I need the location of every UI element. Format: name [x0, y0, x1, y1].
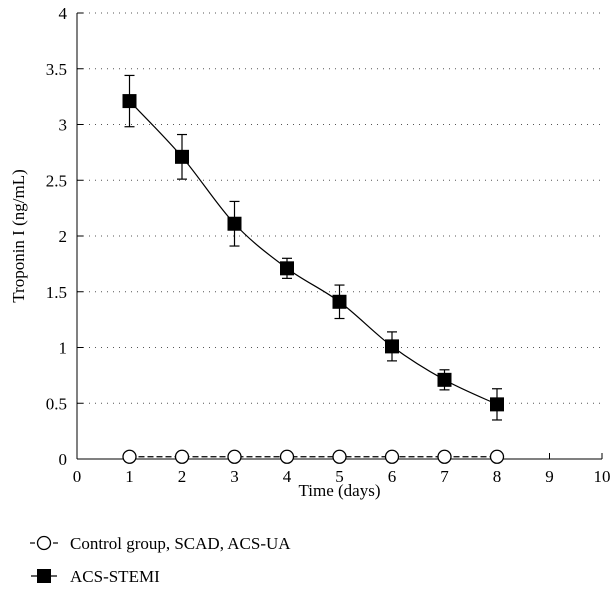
data-point-circle — [437, 449, 452, 464]
x-tick-label: 3 — [230, 467, 239, 486]
legend-label: Control group, SCAD, ACS-UA — [70, 534, 291, 553]
x-tick-label: 1 — [125, 467, 134, 486]
data-series — [122, 74, 505, 464]
data-point-square — [385, 339, 399, 354]
x-tick-label: 10 — [594, 467, 611, 486]
series-control-group — [122, 449, 505, 464]
grid-lines — [77, 12, 602, 404]
data-point-square — [437, 372, 452, 387]
data-point-circle — [227, 449, 242, 464]
data-point-circle — [174, 449, 190, 464]
axis-ticks: 0 0.5 1 1.5 2 2.5 3 3.5 4 0 1 2 3 4 5 6 7 8 9 10 — [46, 4, 611, 486]
x-axis-title: Time (days) — [298, 481, 380, 500]
y-tick-label: 1 — [59, 339, 68, 358]
x-tick-label: 4 — [283, 467, 292, 486]
legend-square-marker — [37, 569, 51, 583]
legend-item: Control group, SCAD, ACS-UA — [30, 534, 291, 553]
legend-label: ACS-STEMI — [70, 567, 160, 586]
y-tick-label: 4 — [59, 4, 68, 23]
y-tick-label: 2.5 — [46, 171, 67, 190]
y-tick-label: 0 — [59, 450, 68, 469]
x-tick-label: 6 — [388, 467, 397, 486]
data-point-circle — [332, 449, 347, 464]
data-point-square — [122, 94, 137, 109]
data-point-circle — [122, 449, 137, 464]
series-acs-stemi — [122, 74, 504, 421]
y-tick-label: 0.5 — [46, 394, 67, 413]
data-point-square — [227, 216, 242, 231]
x-tick-label: 5 — [335, 467, 344, 486]
data-point-square — [280, 261, 294, 276]
y-tick-label: 2 — [59, 227, 68, 246]
x-tick-label: 7 — [440, 467, 449, 486]
data-point-square — [490, 397, 504, 412]
data-point-square — [332, 294, 347, 309]
data-point-circle — [489, 449, 505, 464]
legend-item: ACS-STEMI — [31, 567, 160, 586]
data-point-square — [175, 149, 189, 164]
y-tick-label: 3 — [59, 116, 68, 135]
x-tick-label: 9 — [545, 467, 554, 486]
data-point-circle — [279, 449, 295, 464]
legend-circle-marker — [36, 535, 52, 551]
x-tick-label: 0 — [73, 467, 82, 486]
y-tick-label: 1.5 — [46, 283, 67, 302]
x-tick-label: 2 — [178, 467, 187, 486]
data-point-circle — [384, 449, 400, 464]
x-tick-label: 8 — [493, 467, 502, 486]
series-line — [129, 100, 498, 405]
legend: Control group, SCAD, ACS-UA ACS-STEMI — [30, 534, 291, 586]
y-tick-label: 3.5 — [46, 60, 67, 79]
y-axis-title: Troponin I (ng/mL) — [9, 169, 28, 303]
